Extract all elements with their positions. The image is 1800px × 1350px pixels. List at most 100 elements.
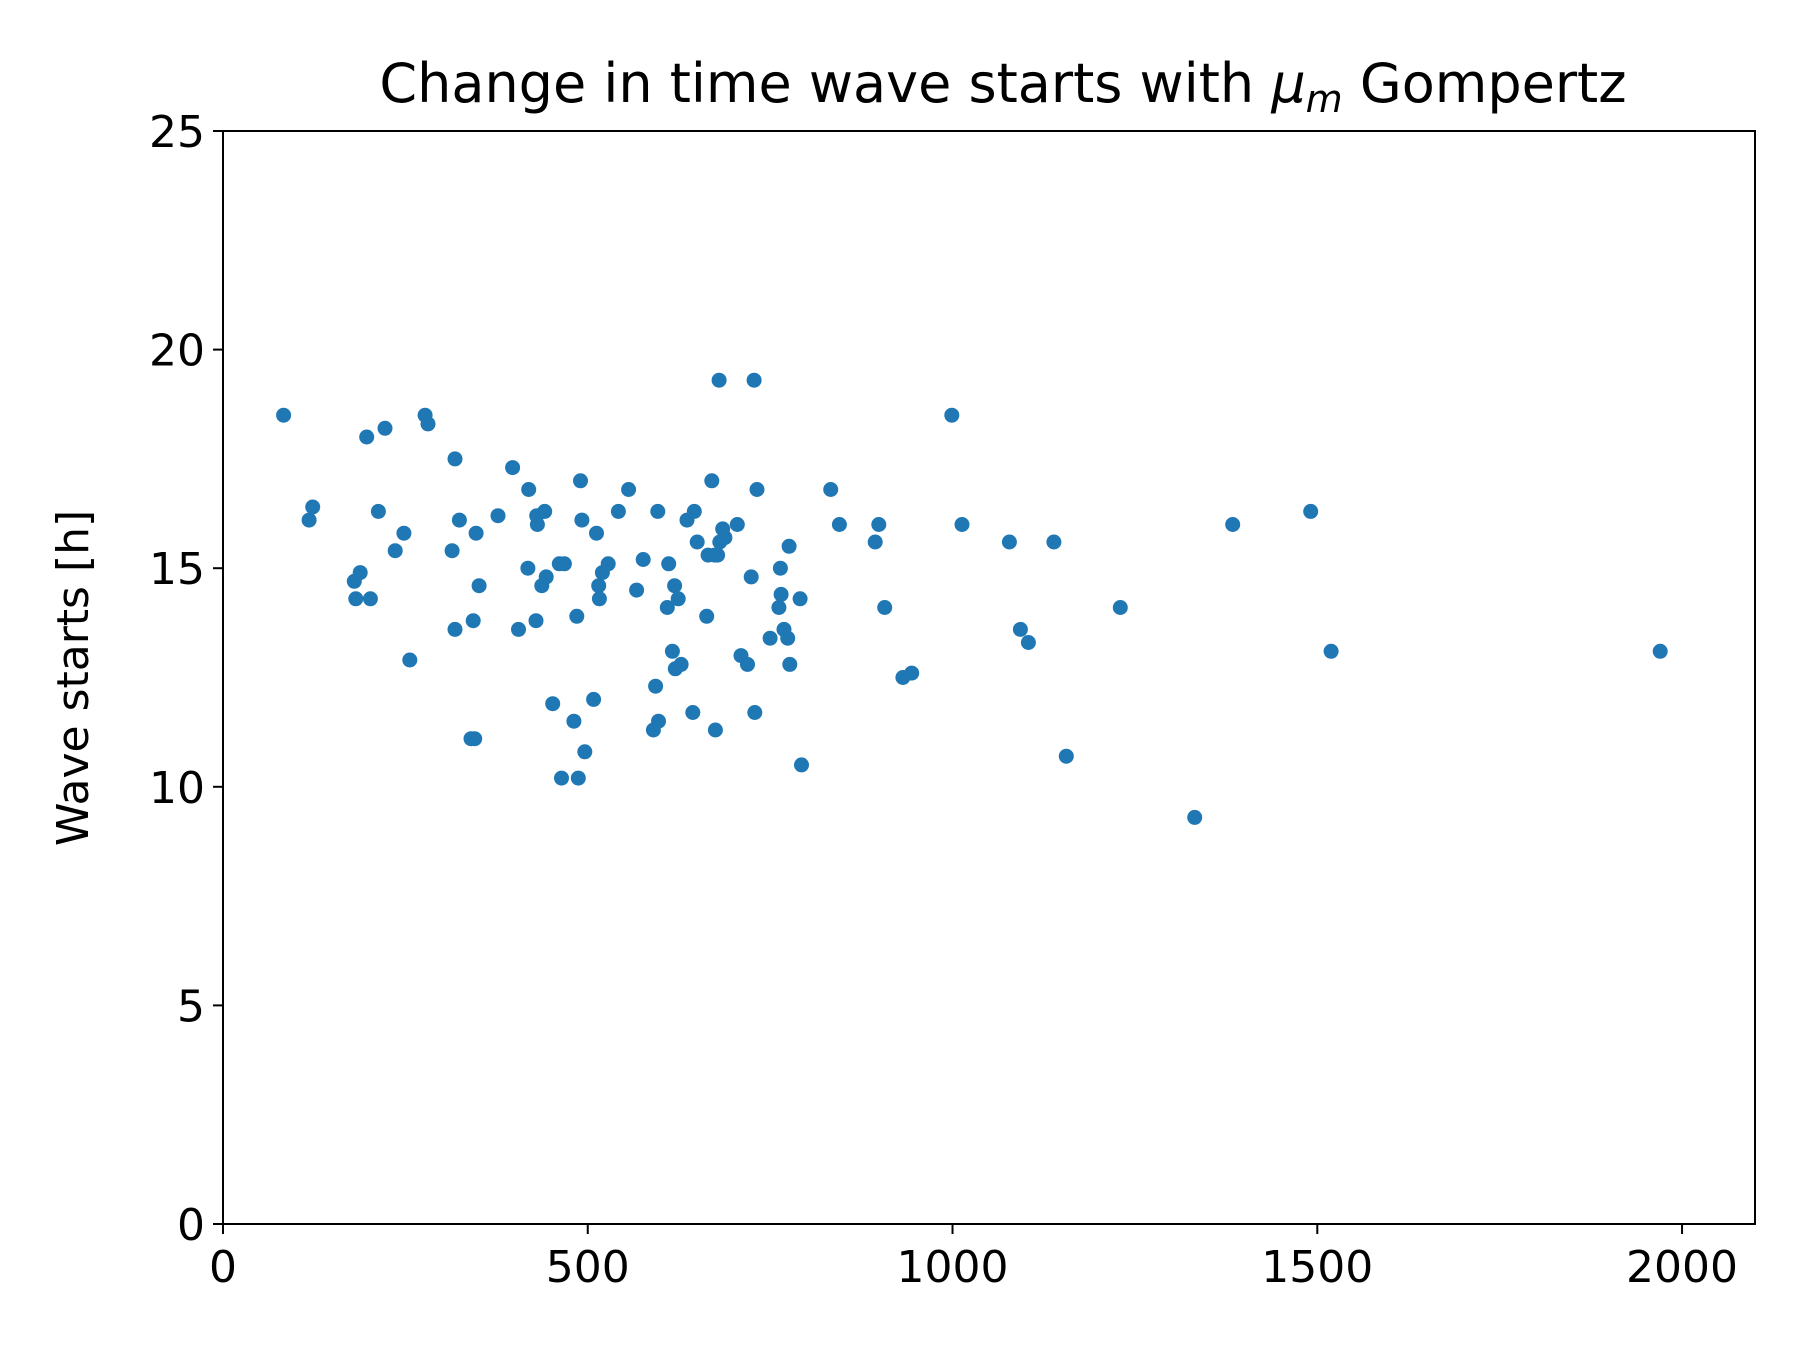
data-point — [520, 560, 536, 576]
data-point — [1012, 621, 1028, 637]
data-point — [746, 372, 762, 388]
data-point — [537, 503, 553, 519]
y-tick-label: 10 — [149, 763, 205, 814]
data-point — [420, 416, 436, 432]
data-point — [402, 652, 418, 668]
data-point — [1303, 503, 1319, 519]
data-point — [673, 656, 689, 672]
data-point — [490, 508, 506, 524]
data-point — [528, 613, 544, 629]
data-point — [591, 591, 607, 607]
data-point — [301, 512, 317, 528]
data-point — [566, 713, 582, 729]
data-point — [467, 731, 483, 747]
data-point — [505, 460, 521, 476]
data-point — [747, 705, 763, 720]
data-point — [1058, 748, 1074, 764]
y-tick-label: 20 — [149, 326, 205, 377]
data-point — [740, 656, 755, 672]
data-point — [782, 656, 798, 672]
data-point — [710, 547, 726, 563]
y-axis-ticks: 0 5 10 15 20 25 — [149, 107, 223, 1251]
data-point — [556, 556, 572, 572]
data-point — [471, 578, 487, 594]
data-point — [348, 591, 364, 607]
data-point — [574, 512, 590, 528]
data-point — [444, 543, 460, 559]
data-point — [823, 482, 839, 497]
y-tick-label: 0 — [177, 1200, 205, 1251]
data-point — [610, 503, 626, 519]
data-point — [629, 582, 645, 598]
data-point — [451, 512, 467, 528]
data-point — [387, 543, 403, 559]
x-tick-label: 1000 — [897, 1242, 1009, 1293]
x-tick-label: 2000 — [1626, 1242, 1738, 1293]
data-point — [1187, 809, 1203, 825]
data-point — [664, 643, 680, 659]
chart-title-mu: μ — [1270, 52, 1305, 115]
data-point — [954, 517, 970, 532]
data-point — [749, 482, 765, 497]
data-point — [1046, 534, 1062, 550]
data-point — [792, 591, 808, 607]
data-point — [396, 525, 412, 541]
chart-title: Change in time wave starts with μm Gompe… — [379, 52, 1626, 121]
data-point — [586, 691, 602, 707]
data-point — [370, 503, 386, 519]
chart-title-main: Change in time wave starts with — [379, 52, 1254, 115]
y-tick-label: 15 — [149, 544, 205, 595]
data-point — [570, 770, 586, 786]
plot-frame — [222, 130, 1756, 1225]
data-point — [573, 473, 588, 489]
chart-title-subscript: m — [1306, 77, 1343, 121]
data-point — [511, 621, 526, 637]
data-point — [554, 770, 569, 786]
data-point — [707, 722, 723, 738]
x-tick-label: 500 — [546, 1242, 630, 1293]
data-point — [831, 517, 847, 532]
data-point — [867, 534, 883, 550]
data-point — [529, 517, 545, 532]
data-point — [659, 600, 675, 615]
data-point — [686, 503, 702, 519]
data-point — [944, 407, 960, 423]
data-point — [685, 705, 701, 720]
data-point — [877, 600, 893, 615]
data-point — [771, 600, 787, 615]
data-point — [359, 429, 375, 445]
data-point — [772, 560, 788, 576]
data-point — [743, 569, 759, 585]
y-axis-label: Wave starts [h] — [48, 510, 99, 846]
data-point — [904, 665, 920, 681]
data-point — [773, 586, 789, 602]
data-point — [762, 630, 778, 646]
data-point — [704, 473, 720, 489]
data-point — [538, 569, 554, 585]
data-point — [871, 517, 887, 532]
data-point — [447, 451, 463, 467]
data-point — [717, 530, 733, 546]
data-point — [362, 591, 378, 607]
data-point — [468, 525, 484, 541]
data-point — [521, 482, 537, 497]
data-points — [276, 372, 1668, 825]
data-point — [794, 757, 809, 773]
data-point — [1323, 643, 1339, 659]
data-point — [699, 608, 715, 624]
data-point — [648, 678, 664, 694]
data-point — [1001, 534, 1017, 550]
data-point — [545, 696, 561, 712]
data-point — [667, 578, 683, 594]
data-point — [650, 503, 666, 519]
data-point — [447, 621, 463, 637]
data-point — [305, 499, 321, 515]
data-point — [352, 565, 368, 581]
x-axis-ticks: 0 500 1000 1500 2000 — [209, 1224, 1738, 1293]
data-point — [589, 525, 604, 541]
data-point — [577, 744, 593, 760]
data-point — [621, 482, 637, 497]
data-point — [377, 420, 393, 436]
data-point — [1112, 600, 1128, 615]
